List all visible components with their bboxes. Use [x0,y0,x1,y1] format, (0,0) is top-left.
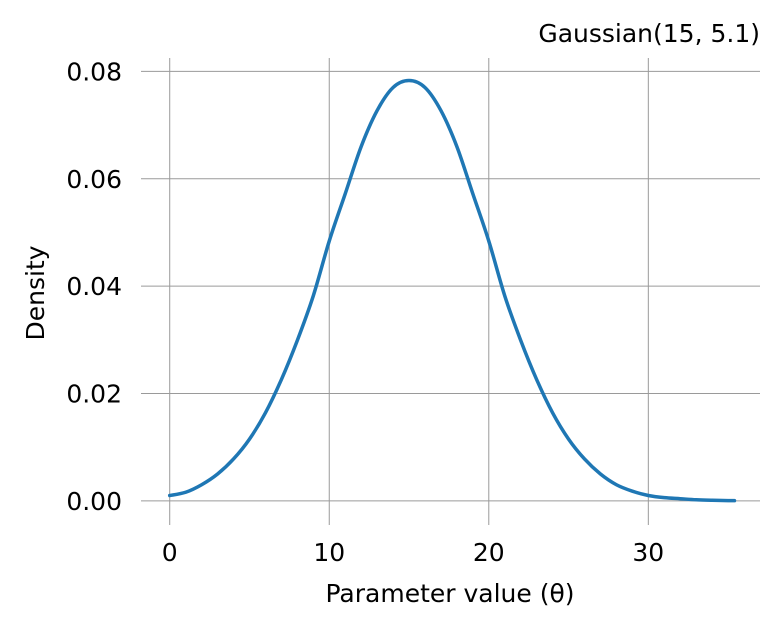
y-axis-label: Density [21,245,50,340]
y-tick-label: 0.08 [66,57,122,86]
y-tick-label: 0.02 [66,379,122,408]
x-axis-label: Parameter value (θ) [325,579,574,608]
y-gridlines [141,70,760,502]
y-tick-label: 0.06 [66,165,122,194]
y-tick-label: 0.04 [66,272,122,301]
x-tick-label: 10 [313,538,345,567]
density-curve [167,78,737,503]
x-gridlines [169,58,649,525]
x-tick-label: 20 [473,538,505,567]
x-tick-labels: 0 10 20 30 [162,538,664,567]
chart-title: Gaussian(15, 5.1) [538,19,760,48]
y-tick-labels: 0.00 0.02 0.04 0.06 0.08 [66,57,122,515]
x-tick-label: 30 [632,538,664,567]
y-tick-label: 0.00 [66,487,122,516]
x-tick-label: 0 [162,538,178,567]
